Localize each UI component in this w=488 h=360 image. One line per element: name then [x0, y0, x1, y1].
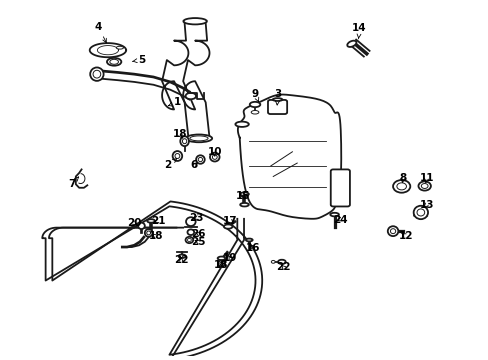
Ellipse shape: [251, 111, 258, 114]
Ellipse shape: [198, 157, 202, 162]
Ellipse shape: [189, 136, 208, 141]
Ellipse shape: [185, 217, 195, 226]
Text: 4: 4: [95, 22, 106, 42]
Ellipse shape: [180, 136, 188, 146]
Ellipse shape: [90, 67, 103, 81]
Ellipse shape: [175, 154, 180, 158]
Text: 21: 21: [151, 216, 165, 226]
Text: 24: 24: [332, 215, 347, 225]
Text: 18: 18: [148, 231, 163, 242]
Ellipse shape: [346, 41, 356, 47]
Ellipse shape: [93, 70, 101, 78]
Ellipse shape: [182, 139, 186, 144]
Text: 10: 10: [207, 147, 222, 157]
Text: 13: 13: [419, 200, 433, 210]
Ellipse shape: [185, 135, 212, 142]
Ellipse shape: [278, 260, 285, 264]
Ellipse shape: [413, 206, 427, 219]
Ellipse shape: [187, 229, 194, 235]
Ellipse shape: [220, 262, 223, 265]
Ellipse shape: [185, 93, 196, 99]
Text: 5: 5: [132, 55, 145, 65]
Text: 20: 20: [127, 218, 141, 228]
Text: 17: 17: [223, 216, 237, 226]
Ellipse shape: [209, 153, 219, 162]
Ellipse shape: [271, 260, 275, 263]
Ellipse shape: [416, 209, 424, 216]
Ellipse shape: [196, 155, 204, 164]
Ellipse shape: [144, 229, 152, 237]
Text: 7: 7: [68, 177, 79, 189]
Ellipse shape: [146, 231, 150, 235]
FancyBboxPatch shape: [330, 170, 349, 207]
Text: 22: 22: [174, 256, 188, 265]
Ellipse shape: [147, 219, 155, 223]
Text: 14: 14: [351, 23, 366, 39]
Text: 3: 3: [274, 89, 281, 105]
Text: 16: 16: [245, 243, 260, 253]
Ellipse shape: [218, 260, 224, 267]
Text: 6: 6: [190, 160, 198, 170]
Text: 1: 1: [168, 98, 181, 107]
Text: 19: 19: [223, 253, 237, 263]
Ellipse shape: [178, 255, 185, 258]
Ellipse shape: [212, 155, 217, 159]
Text: 12: 12: [398, 231, 413, 242]
Text: 11: 11: [419, 173, 433, 183]
Ellipse shape: [389, 229, 395, 234]
Ellipse shape: [183, 18, 206, 24]
Text: 8: 8: [398, 173, 406, 183]
Ellipse shape: [185, 237, 193, 243]
Ellipse shape: [224, 224, 232, 229]
Ellipse shape: [107, 58, 121, 66]
Ellipse shape: [138, 223, 144, 229]
Text: 18: 18: [214, 260, 228, 270]
Ellipse shape: [387, 226, 398, 236]
FancyBboxPatch shape: [267, 100, 286, 114]
Ellipse shape: [240, 192, 248, 196]
Ellipse shape: [329, 213, 338, 216]
Text: 9: 9: [251, 89, 258, 102]
Ellipse shape: [235, 122, 248, 127]
Text: 22: 22: [276, 262, 290, 273]
Ellipse shape: [249, 102, 260, 107]
Text: 26: 26: [190, 229, 205, 239]
Text: 15: 15: [236, 191, 250, 201]
Text: 2: 2: [164, 159, 176, 170]
Text: 18: 18: [172, 129, 187, 139]
Ellipse shape: [240, 203, 248, 207]
Ellipse shape: [217, 257, 225, 260]
Text: 25: 25: [190, 237, 205, 247]
Ellipse shape: [245, 239, 252, 242]
Ellipse shape: [172, 151, 182, 161]
Text: 23: 23: [189, 213, 203, 223]
Ellipse shape: [116, 46, 123, 49]
Ellipse shape: [272, 98, 282, 101]
Ellipse shape: [110, 59, 118, 64]
Ellipse shape: [187, 238, 191, 242]
